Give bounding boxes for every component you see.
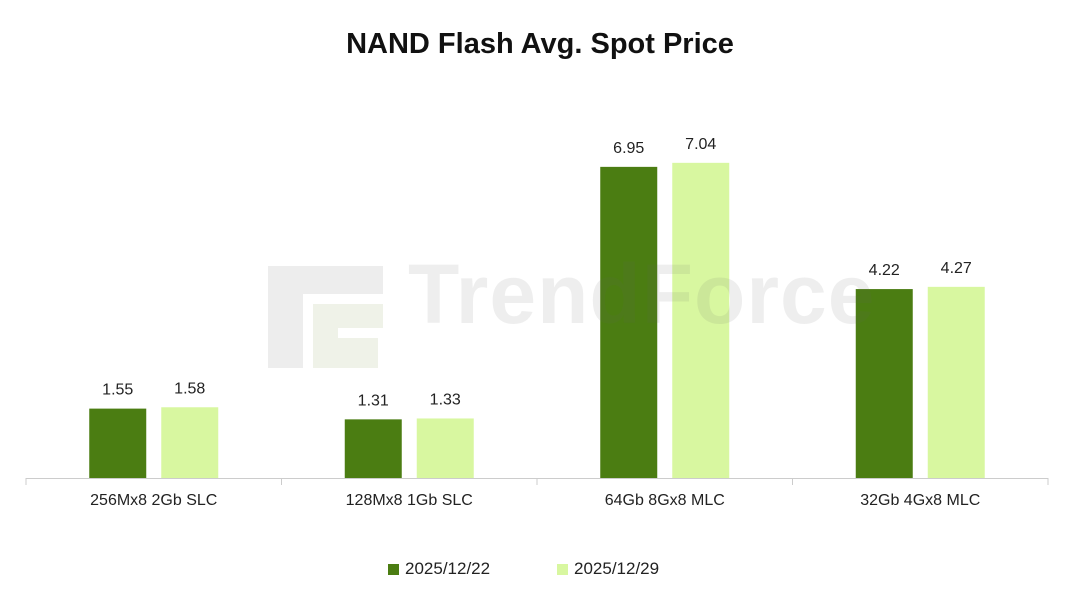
legend-item-series-2: 2025/12/29 (557, 559, 659, 579)
bar-2-2 (416, 418, 474, 478)
chart-title: NAND Flash Avg. Spot Price (346, 28, 734, 60)
legend-label-series-1: 2025/12/22 (405, 559, 491, 578)
legend: 2025/12/22 2025/12/29 (0, 559, 1080, 579)
bar-2-4 (927, 286, 985, 478)
legend-label-series-2: 2025/12/29 (574, 559, 660, 578)
bar-2-3 (672, 162, 730, 478)
x-tick-label: 32Gb 4Gx8 MLC (860, 492, 980, 509)
bar-1-2 (344, 419, 402, 478)
data-label: 1.31 (358, 392, 389, 409)
data-label: 4.27 (941, 260, 972, 277)
data-label: 1.58 (174, 380, 205, 397)
legend-swatch-series-1 (388, 563, 399, 575)
data-label: 7.04 (685, 136, 716, 153)
bar-1-1 (89, 408, 147, 478)
data-label: 6.95 (613, 140, 644, 157)
bar-1-4 (855, 289, 913, 478)
data-label: 1.55 (102, 382, 133, 399)
bar-2-1 (161, 407, 219, 478)
x-tick-label: 256Mx8 2Gb SLC (90, 492, 217, 509)
data-label: 4.22 (869, 262, 900, 279)
legend-item-series-1: 2025/12/22 (388, 559, 490, 579)
bar-1-3 (600, 166, 658, 478)
legend-swatch-series-2 (557, 563, 568, 575)
x-tick-label: 128Mx8 1Gb SLC (346, 492, 473, 509)
x-tick-label: 64Gb 8Gx8 MLC (605, 492, 725, 509)
data-label: 1.33 (430, 391, 461, 408)
